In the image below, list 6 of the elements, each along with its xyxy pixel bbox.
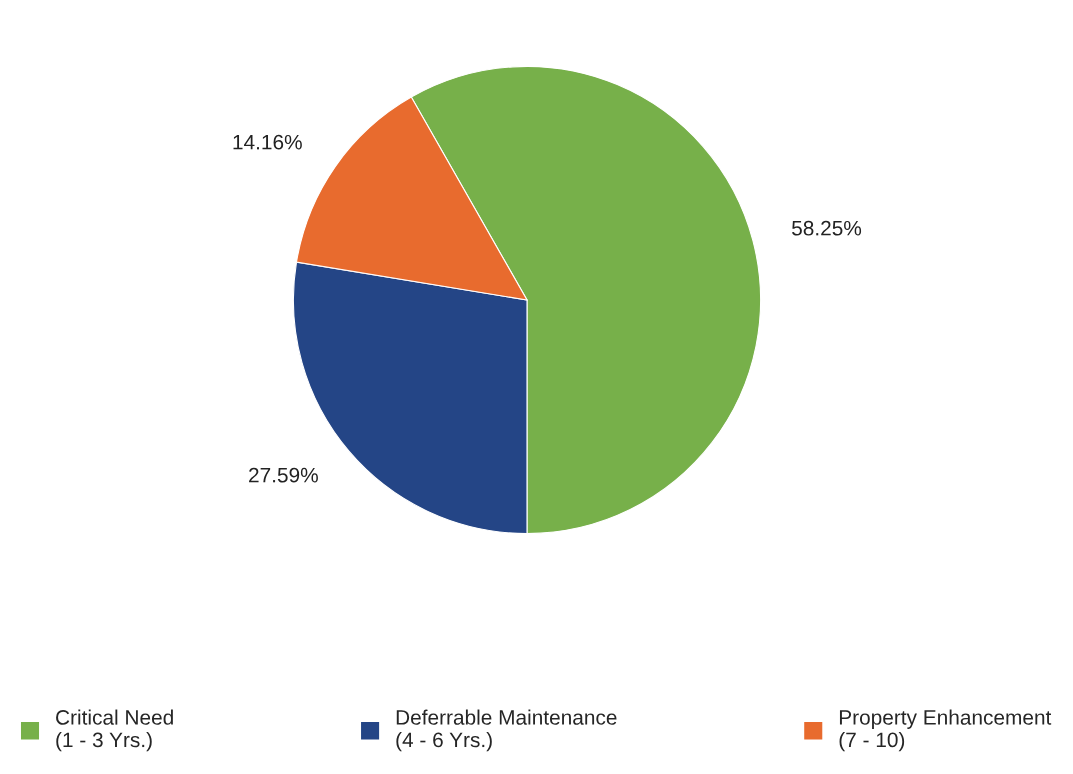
legend-label: Deferrable Maintenance (4 - 6 Yrs.): [396, 709, 617, 752]
data-label: 58.25%: [792, 220, 862, 236]
data-label: 27.59%: [249, 467, 318, 483]
data-label: 14.16%: [233, 134, 302, 150]
legend-label: Critical Need (1 - 3 Yrs.): [56, 709, 173, 752]
legend-label: Property Enhancement (7 - 10): [839, 709, 1052, 752]
